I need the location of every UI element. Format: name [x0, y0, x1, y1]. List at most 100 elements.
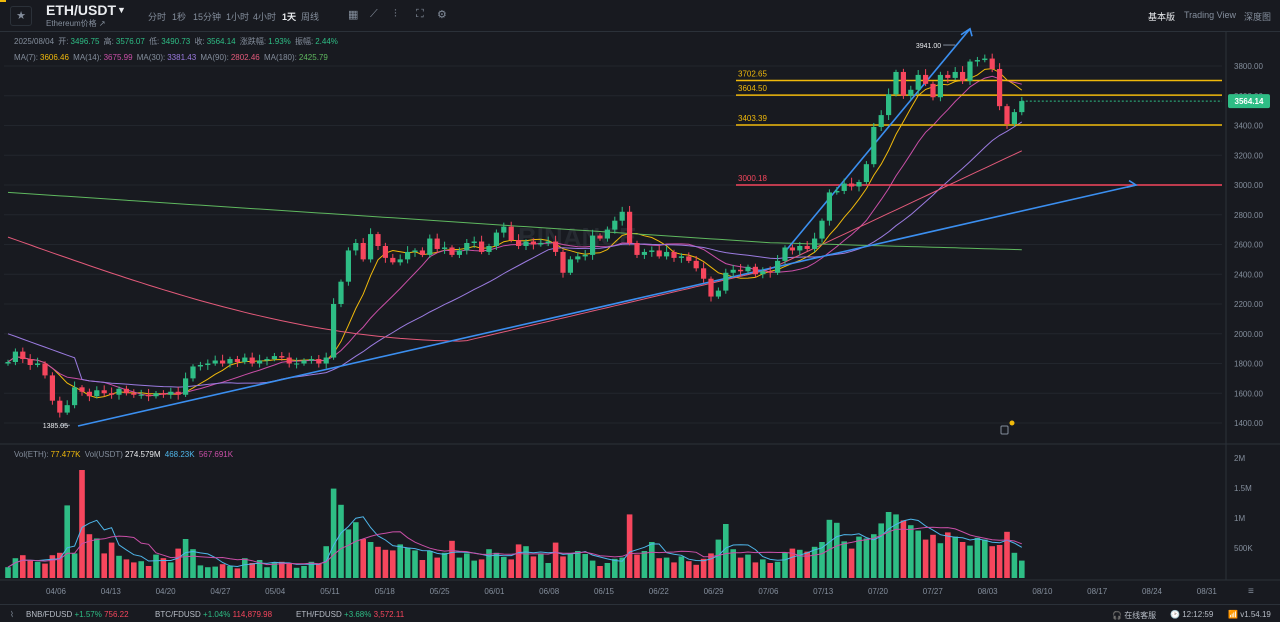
x-tick-label: 07/27	[923, 587, 944, 596]
timeframe-tab[interactable]: 1天	[282, 12, 297, 22]
volume-bar	[693, 564, 699, 578]
candle-body	[190, 366, 196, 379]
candle-body	[871, 126, 877, 165]
volume-bar	[64, 505, 70, 578]
volume-bar	[308, 561, 315, 578]
candle-body	[760, 271, 766, 275]
ticker-btc[interactable]: BTC/FDUSD +1.04% 114,879.98	[155, 610, 273, 619]
volume-bar	[345, 529, 352, 578]
candle-body	[523, 241, 529, 246]
volume-bar	[382, 549, 389, 578]
timeframe-tab[interactable]: 15分钟	[193, 12, 222, 22]
candle-body	[1011, 112, 1017, 125]
candle-body	[86, 391, 92, 397]
volume-bar	[797, 549, 803, 578]
volume-bar	[456, 557, 463, 578]
ma7-line	[7, 68, 1023, 399]
volume-bar	[841, 541, 847, 578]
level-label: 3000.18	[738, 174, 767, 183]
candle-body	[501, 226, 507, 233]
watermark-logo: BINANCE	[518, 222, 636, 252]
candle-body	[64, 405, 70, 413]
candle-body	[57, 400, 63, 413]
ticker-bnb[interactable]: BNB/FDUSD +1.57% 756.22	[26, 610, 129, 619]
candle-body	[116, 388, 122, 395]
fullscreen-icon[interactable]: ⛶	[416, 8, 424, 20]
volume-bar	[678, 556, 685, 578]
candle-body	[989, 58, 995, 69]
draw-tool-icon[interactable]: ⟋	[370, 8, 378, 20]
view-tab-tradingview[interactable]: Trading View	[1184, 10, 1237, 20]
view-tab-depth[interactable]: 深度图	[1244, 12, 1272, 22]
candle-body	[656, 250, 662, 257]
volume-bar	[79, 470, 85, 578]
timeframe-tab[interactable]: 4小时	[253, 12, 277, 22]
volume-bar	[242, 558, 248, 578]
candle-type-icon[interactable]: ⫶	[394, 8, 397, 20]
axis-settings-icon[interactable]: ≡	[1248, 586, 1254, 597]
timeframe-tab[interactable]: 分时	[148, 12, 167, 22]
volume-bar	[523, 546, 529, 578]
candle-body	[937, 74, 943, 98]
volume-bar	[316, 563, 322, 578]
symbol-title[interactable]: ETH/USDT	[46, 2, 116, 18]
volume-bar	[708, 553, 714, 578]
volume-bar	[160, 558, 167, 578]
candle-body	[227, 359, 233, 364]
candle-body	[345, 250, 351, 282]
settings-gear-icon[interactable]: ⚙	[437, 9, 447, 21]
candle-body	[442, 247, 448, 249]
candle-body	[1019, 101, 1025, 113]
candle-body	[153, 393, 159, 397]
price-chart[interactable]: BINANCE 3702.65 3604.50 3403.39 3000.18 140…	[0, 0, 1280, 604]
calendar-icon[interactable]	[1000, 425, 1009, 435]
volume-bar	[1004, 531, 1010, 578]
volume-bar	[34, 561, 41, 578]
candle-body	[271, 356, 277, 360]
candle-body	[301, 360, 307, 364]
volume-bar	[878, 523, 884, 578]
trend-line-lower[interactable]	[77, 184, 1137, 427]
y-tick-label: 2200.00	[1234, 300, 1263, 309]
view-tab-basic[interactable]: 基本版	[1148, 12, 1176, 22]
indicator-icon[interactable]: ▦	[348, 9, 359, 21]
candle-body	[508, 226, 514, 241]
volume-bar	[71, 553, 78, 578]
online-support-link[interactable]: 🎧 在线客服	[1112, 611, 1157, 620]
current-price-label: 3564.14	[1235, 97, 1264, 106]
candle-body	[841, 183, 847, 191]
symbol-subtitle-link[interactable]: Ethereum价格 ↗	[46, 19, 106, 28]
candle-body	[427, 238, 433, 255]
candle-body	[856, 182, 862, 187]
volume-tick-label: 500K	[1234, 544, 1253, 553]
volume-bar	[900, 520, 907, 578]
volume-bar	[589, 560, 596, 578]
candle-body	[900, 71, 906, 96]
candle-body	[249, 357, 255, 364]
volume-bar	[863, 538, 870, 578]
trend-arrow-head	[960, 27, 973, 37]
favorite-star-icon[interactable]: ★	[10, 6, 32, 26]
candle-body	[782, 247, 788, 261]
trend-line-upper[interactable]	[785, 28, 971, 251]
candle-body	[693, 260, 699, 269]
candle-body	[138, 394, 144, 396]
y-tick-label: 1400.00	[1234, 419, 1263, 428]
candle-body	[109, 393, 115, 395]
symbol-dropdown-icon[interactable]: ▼	[117, 5, 126, 15]
candle-body	[545, 241, 551, 244]
volume-bar	[604, 563, 611, 578]
timeframe-tab[interactable]: 1秒	[172, 12, 187, 22]
timeframe-tab[interactable]: 周线	[301, 12, 320, 22]
volume-bar	[279, 561, 285, 578]
candle-body	[1004, 106, 1010, 125]
candle-body	[12, 351, 18, 363]
timeframe-tab[interactable]: 1小时	[226, 12, 250, 22]
ma180-line	[7, 191, 1022, 251]
ma180-value: 2425.79	[298, 53, 328, 62]
y-tick-label: 2800.00	[1234, 211, 1263, 220]
volume-bar	[145, 566, 152, 578]
ticker-eth[interactable]: ETH/FDUSD +3.68% 3,572.11	[296, 610, 405, 619]
candle-body	[612, 220, 618, 230]
x-tick-label: 05/04	[265, 587, 286, 596]
